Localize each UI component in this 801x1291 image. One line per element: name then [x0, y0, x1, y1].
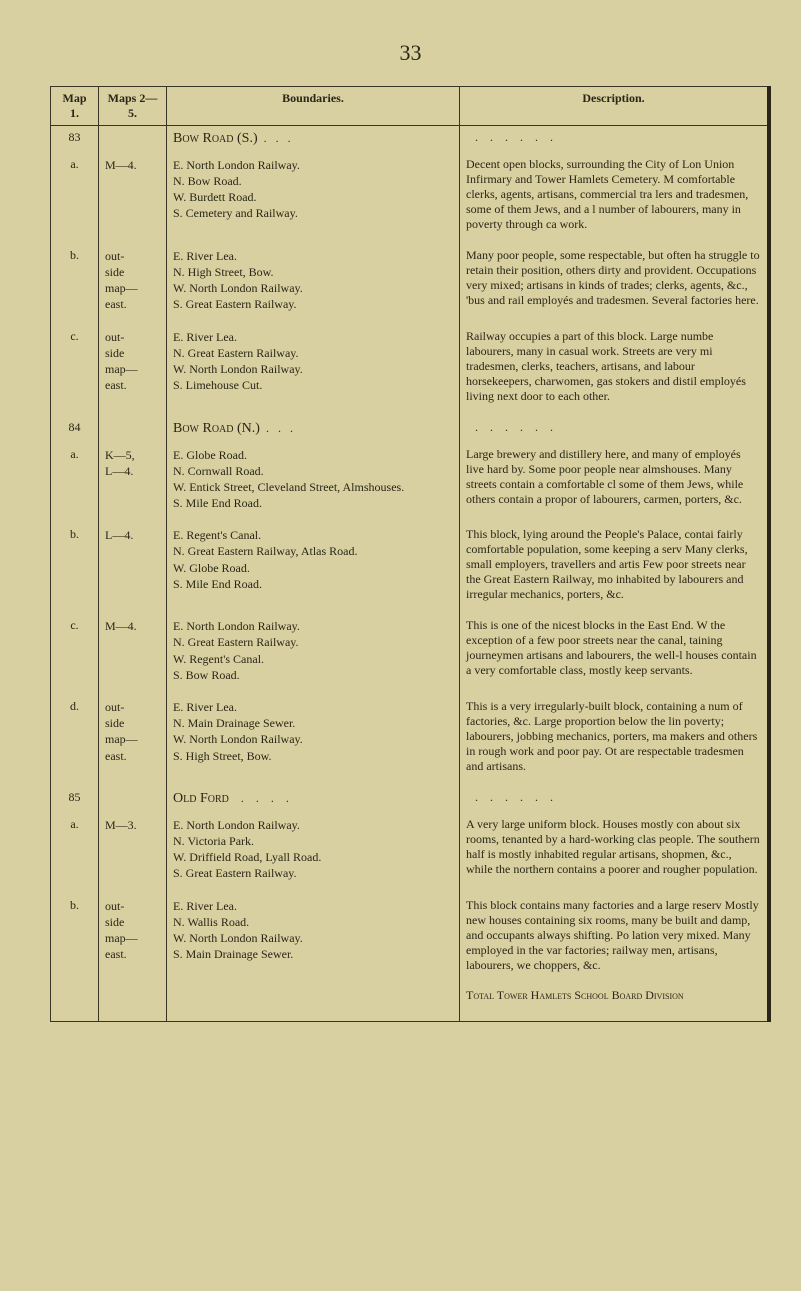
bound-cell: E. North London Railway. N. Victoria Par… [167, 813, 460, 886]
desc-cell: This block, lying around the People's Pa… [460, 515, 770, 606]
maps-cell: M—4. [99, 153, 167, 236]
maps-cell: out- side map— east. [99, 236, 167, 317]
table-row: b. L—4. E. Regent's Canal. N. Great East… [51, 515, 770, 606]
maps-cell [99, 126, 167, 153]
map1-cell: b. [51, 886, 99, 1007]
maps-cell: M—4. [99, 606, 167, 687]
map1-cell: a. [51, 443, 99, 516]
footer-total: Total Tower Hamlets School Board Divisio… [466, 988, 684, 1002]
bound-cell: Bow Road (N.) . . . [167, 408, 460, 443]
map1-cell: 84 [51, 408, 99, 443]
header-map1: Map 1. [51, 87, 99, 126]
map1-cell: 85 [51, 778, 99, 813]
maps-cell: out- side map— east. [99, 317, 167, 408]
map1-cell: 83 [51, 126, 99, 153]
desc-cell: Decent open blocks, surrounding the City… [460, 153, 770, 236]
map1-cell: d. [51, 687, 99, 778]
bound-cell: Bow Road (S.) . . . [167, 126, 460, 153]
bound-cell: Old Ford . . . . [167, 778, 460, 813]
section-heading: Bow Road (N.) [173, 421, 260, 436]
header-maps: Maps 2—5. [99, 87, 167, 126]
desc-cell: A very large uniform block. Houses mostl… [460, 813, 770, 886]
table-row: d. out- side map— east. E. River Lea. N.… [51, 687, 770, 778]
section-heading: Bow Road (S.) [173, 131, 258, 146]
bound-cell: E. North London Railway. N. Bow Road. W.… [167, 153, 460, 236]
map1-cell: a. [51, 153, 99, 236]
maps-cell: K—5, L—4. [99, 443, 167, 516]
maps-cell [99, 408, 167, 443]
maps-cell: out- side map— east. [99, 687, 167, 778]
bound-cell: E. North London Railway. N. Great Easter… [167, 606, 460, 687]
desc-cell: Large brewery and distillery here, and m… [460, 443, 770, 516]
bound-cell: E. River Lea. N. Wallis Road. W. North L… [167, 886, 460, 1007]
maps-cell: L—4. [99, 515, 167, 606]
table-row: a. K—5, L—4. E. Globe Road. N. Cornwall … [51, 443, 770, 516]
main-table: Map 1. Maps 2—5. Boundaries. Description… [50, 86, 771, 1022]
desc-cell: This block contains many factories and a… [460, 886, 770, 1007]
table-row: a. M—3. E. North London Railway. N. Vict… [51, 813, 770, 886]
table-row-bottom [51, 1007, 770, 1022]
bound-cell: E. River Lea. N. Great Eastern Railway. … [167, 317, 460, 408]
page-number: 33 [50, 40, 771, 66]
table-row: a. M—4. E. North London Railway. N. Bow … [51, 153, 770, 236]
table-row: c. M—4. E. North London Railway. N. Grea… [51, 606, 770, 687]
desc-cell: This is one of the nicest blocks in the … [460, 606, 770, 687]
maps-cell: M—3. [99, 813, 167, 886]
desc-text: This block contains many factories and a… [466, 898, 759, 972]
desc-cell: . . . . . . [460, 408, 770, 443]
section-heading: Old Ford [173, 791, 229, 806]
header-description: Description. [460, 87, 770, 126]
bound-cell: E. River Lea. N. High Street, Bow. W. No… [167, 236, 460, 317]
map1-cell: c. [51, 317, 99, 408]
table-row: 83 Bow Road (S.) . . . . . . . . . [51, 126, 770, 153]
map1-cell: b. [51, 236, 99, 317]
table-row: c. out- side map— east. E. River Lea. N.… [51, 317, 770, 408]
bound-cell: E. Globe Road. N. Cornwall Road. W. Enti… [167, 443, 460, 516]
desc-cell: . . . . . . [460, 778, 770, 813]
map1-cell: a. [51, 813, 99, 886]
desc-cell: Railway occupies a part of this block. L… [460, 317, 770, 408]
map1-cell: b. [51, 515, 99, 606]
table-row: b. out- side map— east. E. River Lea. N.… [51, 236, 770, 317]
maps-cell: out- side map— east. [99, 886, 167, 1007]
page-container: 33 Map 1. Maps 2—5. Boundaries. Descript… [0, 0, 801, 1291]
header-row: Map 1. Maps 2—5. Boundaries. Description… [51, 87, 770, 126]
table-row: b. out- side map— east. E. River Lea. N.… [51, 886, 770, 1007]
desc-cell: This is a very irregularly-built block, … [460, 687, 770, 778]
desc-cell: Many poor people, some respectable, but … [460, 236, 770, 317]
bound-cell: E. Regent's Canal. N. Great Eastern Rail… [167, 515, 460, 606]
table-row: 85 Old Ford . . . . . . . . . . [51, 778, 770, 813]
desc-cell: . . . . . . [460, 126, 770, 153]
header-boundaries: Boundaries. [167, 87, 460, 126]
bound-cell: E. River Lea. N. Main Drainage Sewer. W.… [167, 687, 460, 778]
map1-cell: c. [51, 606, 99, 687]
table-row: 84 Bow Road (N.) . . . . . . . . . [51, 408, 770, 443]
maps-cell [99, 778, 167, 813]
